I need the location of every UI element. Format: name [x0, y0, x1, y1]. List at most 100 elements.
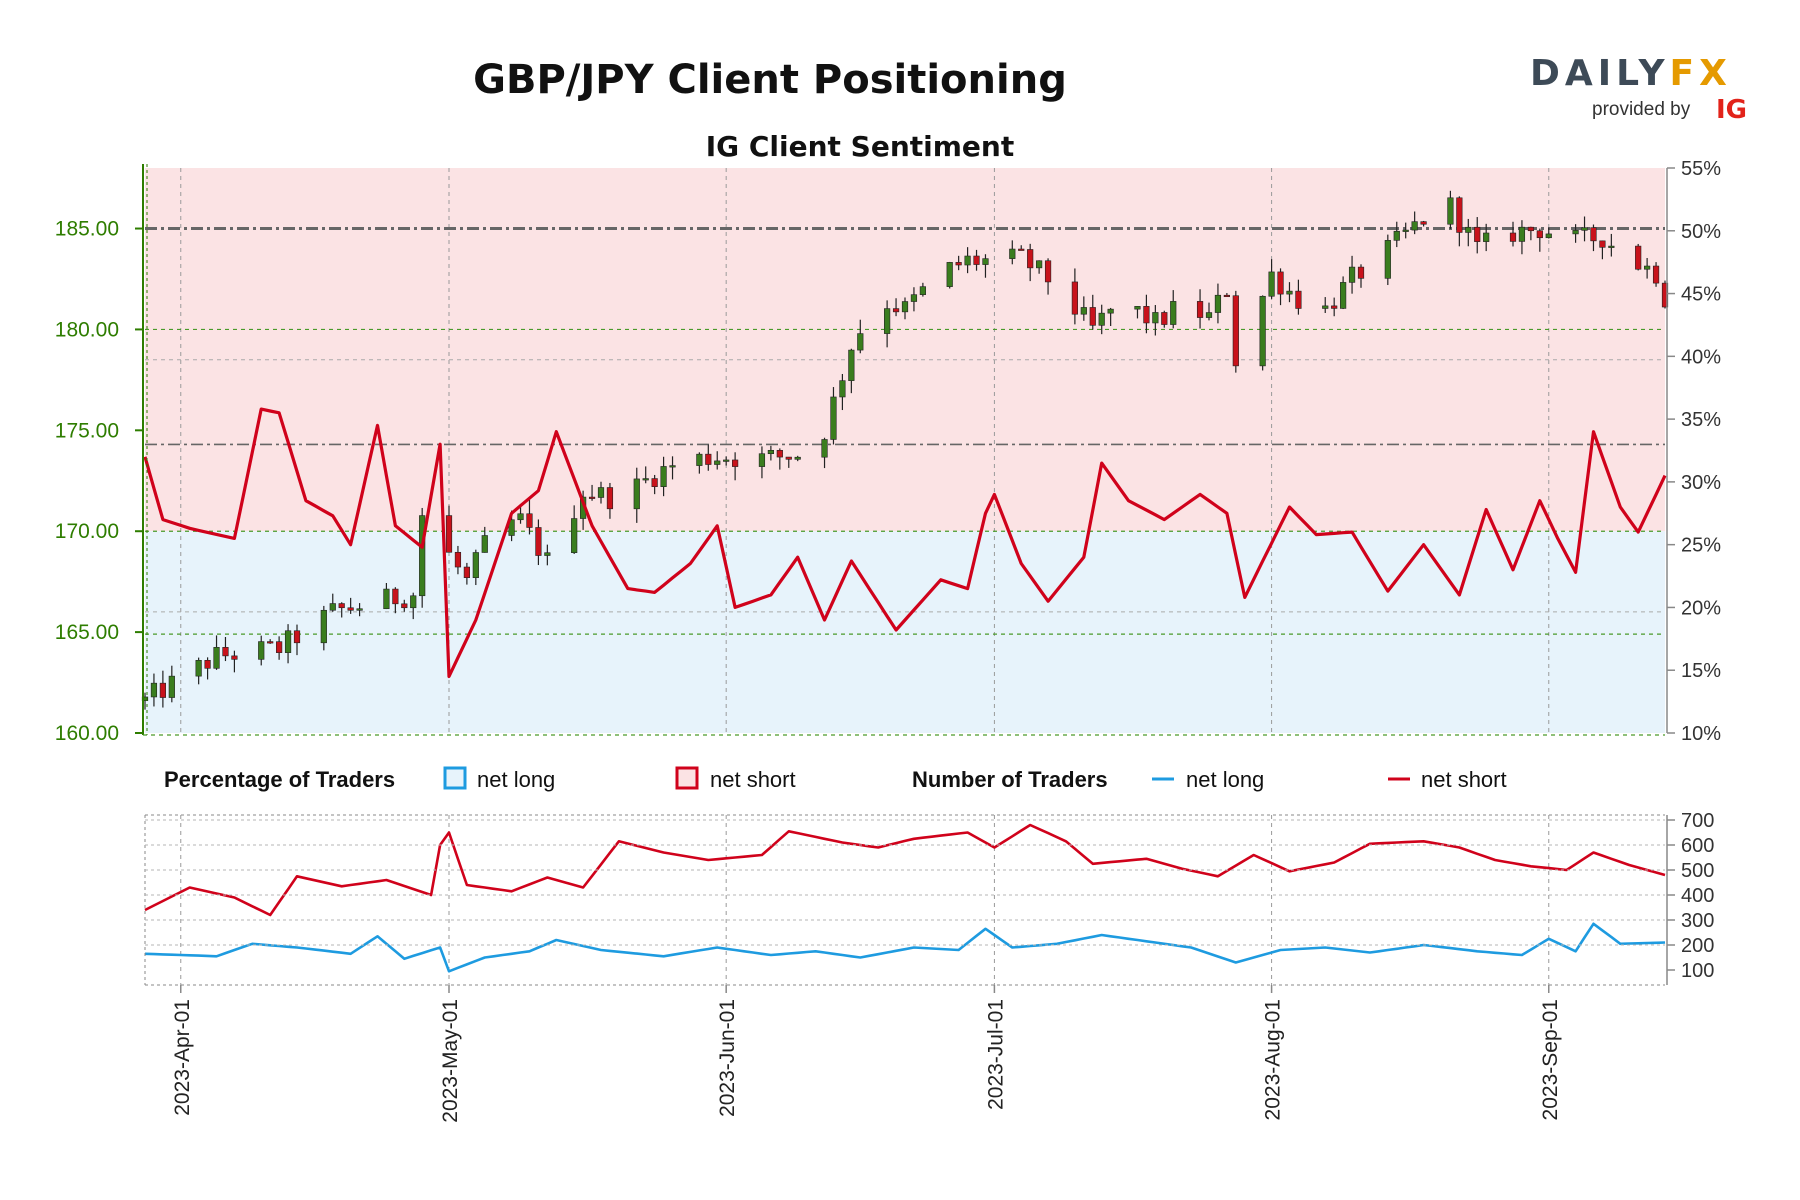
candle-down — [1509, 232, 1517, 242]
candle-down — [732, 459, 739, 467]
candle-up — [1411, 221, 1418, 231]
count-tick-label: 200 — [1681, 935, 1714, 957]
candle-up — [1205, 312, 1213, 318]
candle-down — [338, 603, 345, 609]
price-tick-label: 175.00 — [55, 419, 119, 442]
candle-up — [597, 487, 605, 498]
candle-up — [383, 588, 390, 610]
candle-up — [830, 396, 837, 440]
net-long-count-line — [144, 922, 1666, 973]
date-tick-label: 2023-Jul-01 — [984, 999, 1007, 1110]
legend-percentage-short: net short — [710, 767, 796, 792]
candle-up — [1152, 312, 1159, 324]
chart-subtitle: IG Client Sentiment — [706, 130, 1015, 163]
candle-up — [544, 552, 551, 556]
trader-count-panel: 100 200 300 400 500 600 700 — [144, 810, 1714, 986]
candle-down — [1044, 260, 1052, 283]
candle-up — [1402, 229, 1409, 232]
candle-down — [1295, 290, 1302, 309]
candle-up — [508, 519, 515, 536]
candle-down — [1357, 266, 1365, 279]
candle-down — [1018, 248, 1025, 251]
candle-up — [839, 380, 846, 398]
candle-up — [1608, 245, 1615, 248]
percentage-tick-label: 15% — [1681, 660, 1721, 682]
legend-number-long: net long — [1186, 767, 1264, 792]
candle-up — [1134, 306, 1141, 310]
percentage-tick-label: 40% — [1681, 346, 1721, 368]
percentage-axis: 10% 15% 20% 25% 30% 35% 40% 45% 50% 55% — [1666, 158, 1721, 745]
bottom-gridlines — [180, 815, 1550, 985]
candle-up — [195, 660, 202, 677]
candle-down — [1661, 282, 1669, 308]
date-axis: 2023-Apr-01 2023-May-01 2023-Jun-01 2023-Ju… — [171, 985, 1562, 1123]
candle-down — [204, 660, 211, 669]
candle-up — [919, 286, 926, 295]
candle-up — [1009, 248, 1016, 259]
candle-down — [401, 603, 408, 609]
net-short-count-line — [144, 823, 1666, 917]
candle-down — [1527, 226, 1534, 232]
candle-up — [517, 513, 524, 521]
candle-up — [320, 609, 327, 644]
candlesticks — [141, 190, 1669, 710]
candle-up — [633, 478, 640, 510]
candle-up — [1214, 294, 1222, 313]
candle-down — [705, 453, 712, 465]
candle-up — [258, 641, 265, 660]
candle-up — [660, 466, 667, 487]
candle-up — [1170, 301, 1177, 325]
candle-down — [159, 682, 166, 698]
candle-down — [1331, 305, 1338, 309]
candle-down — [293, 630, 301, 644]
percentage-tick-label: 55% — [1681, 158, 1721, 180]
candle-up — [150, 682, 158, 698]
trader-count-axis: 100 200 300 400 500 600 700 — [144, 810, 1714, 986]
candle-down — [535, 527, 542, 556]
percentage-tick-label: 20% — [1681, 597, 1721, 619]
candle-up — [1384, 240, 1391, 279]
count-tick-label: 500 — [1681, 860, 1714, 882]
candle-down — [445, 515, 453, 553]
candle-down — [1635, 245, 1642, 270]
candle-up — [1581, 227, 1588, 231]
candle-up — [1465, 226, 1472, 233]
candle-up — [848, 349, 855, 381]
candle-up — [857, 333, 864, 351]
candle-up — [901, 301, 909, 313]
candle-down — [276, 641, 283, 653]
candle-up — [284, 630, 292, 653]
main-panel: 160.00 165.00 170.00 175.00 180.00 185.00 10%… — [55, 158, 1721, 745]
price-tick-label: 170.00 — [55, 520, 119, 543]
percentage-tick-label: 50% — [1681, 221, 1721, 243]
date-tick-label: 2023-Jun-01 — [716, 999, 739, 1117]
price-tick-label: 180.00 — [55, 318, 119, 341]
candle-up — [642, 478, 649, 481]
percentage-tick-label: 45% — [1681, 284, 1721, 306]
candle-down — [1536, 230, 1543, 239]
candle-up — [1348, 266, 1356, 283]
chart-title: GBP/JPY Client Positioning — [473, 57, 1067, 103]
candle-down — [606, 487, 614, 510]
candle-up — [669, 465, 676, 468]
candle-up — [1080, 307, 1087, 315]
candle-up — [1393, 230, 1400, 241]
candle-down — [222, 647, 229, 657]
candle-down — [1456, 197, 1463, 233]
candle-down — [1590, 227, 1597, 242]
candle-up — [767, 449, 774, 455]
candle-down — [1143, 306, 1150, 324]
count-tick-label: 600 — [1681, 835, 1714, 857]
candle-up — [1098, 312, 1105, 326]
date-tick-label: 2023-Aug-01 — [1262, 999, 1285, 1120]
count-tick-label: 300 — [1681, 910, 1714, 932]
percentage-tick-label: 25% — [1681, 535, 1721, 557]
legend-number-short: net short — [1421, 767, 1507, 792]
net-short-percentage-line — [143, 407, 1667, 679]
candle-down — [785, 456, 792, 460]
candle-up — [964, 255, 971, 266]
candle-up — [1036, 260, 1043, 269]
candle-up — [472, 552, 479, 578]
percentage-tick-label: 30% — [1681, 472, 1721, 494]
